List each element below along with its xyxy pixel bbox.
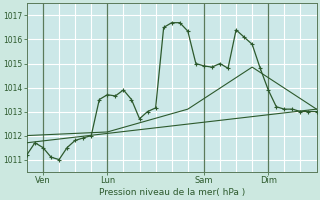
X-axis label: Pression niveau de la mer( hPa ): Pression niveau de la mer( hPa )	[99, 188, 245, 197]
